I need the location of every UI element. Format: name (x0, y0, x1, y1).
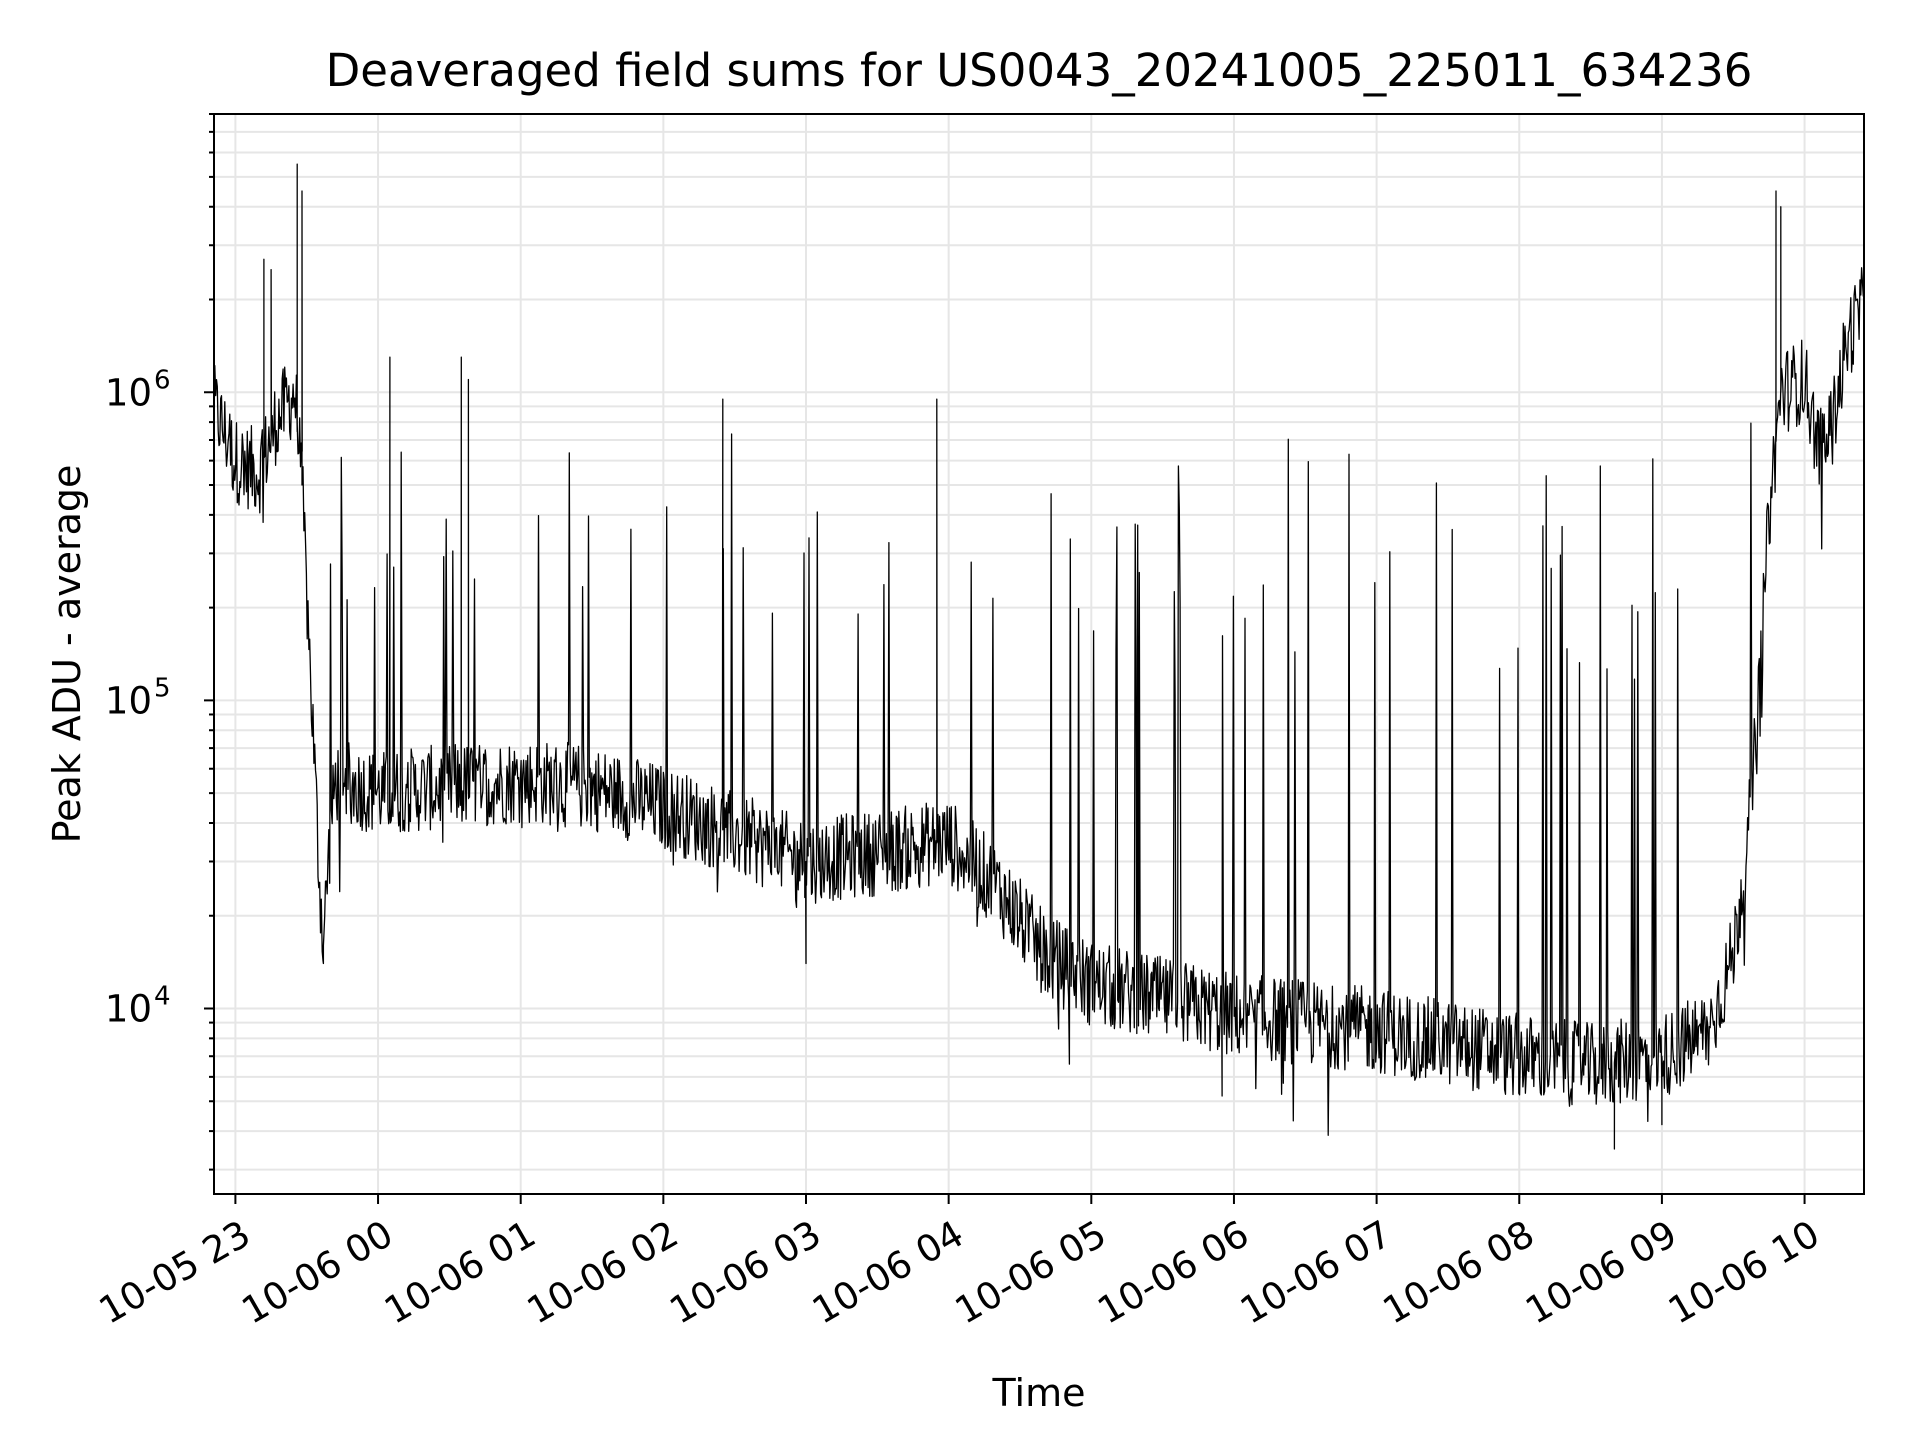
y-tick-base: 10 (105, 371, 152, 414)
plot-frame (213, 113, 1865, 1195)
y-axis-label: Peak ADU - average (45, 465, 89, 844)
y-tick-label: 10 (105, 987, 152, 1030)
series-layer (213, 163, 1864, 1150)
y-tick-label: 10 (105, 371, 152, 414)
series-line (213, 163, 1864, 1150)
y-tick-base: 10 (105, 679, 152, 722)
chart-title: Deaveraged field sums for US0043_2024100… (326, 44, 1753, 97)
y-tick-label: 10 (105, 679, 152, 722)
y-tick-base: 10 (105, 987, 152, 1030)
y-tick-exponent: 6 (154, 365, 171, 395)
y-tick-exponent: 5 (154, 673, 171, 703)
y-tick-exponent: 4 (154, 981, 171, 1011)
x-axis-label: Time (992, 1371, 1086, 1415)
grid-layer (214, 113, 1864, 1194)
